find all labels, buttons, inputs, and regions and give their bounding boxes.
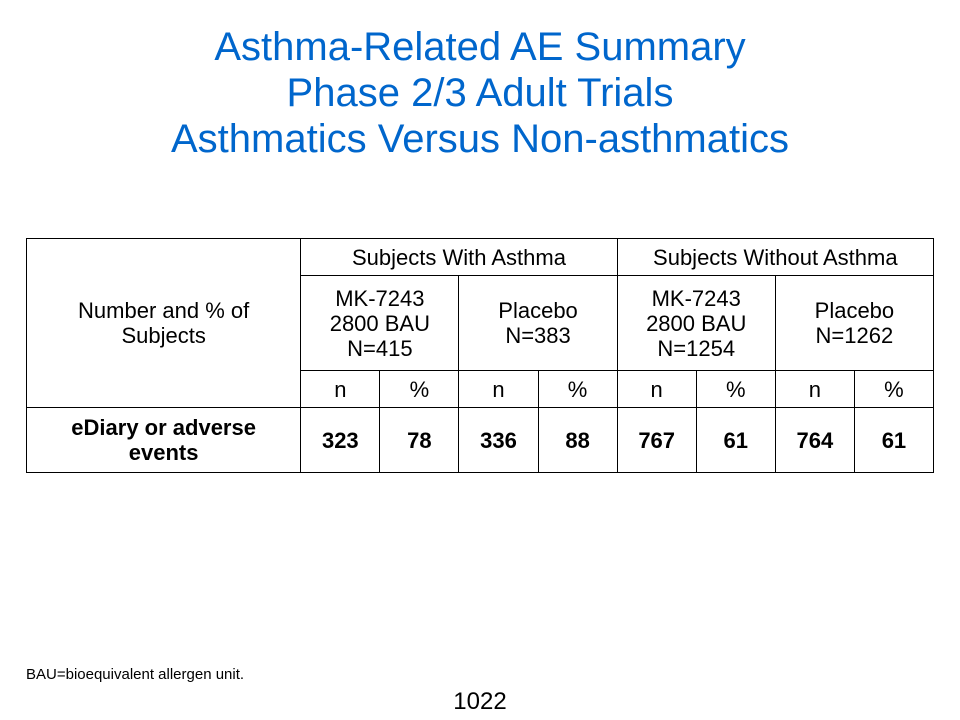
arm-line-2: N=383 [505,323,571,348]
data-cell: 323 [300,407,381,473]
subheader-cell: % [853,370,935,408]
arm-line-1: Placebo [814,298,895,323]
arm-line-1: Placebo [498,298,578,323]
data-cell: 78 [379,407,460,473]
row-label-line-2: events [128,440,199,465]
corner-header-cell: Number and % of Subjects [25,238,302,408]
data-cell: 767 [616,407,697,473]
title-line-2: Phase 2/3 Adult Trials [286,71,674,115]
arm-line-2: N=1262 [815,323,894,348]
data-cell: 61 [695,407,776,473]
slide-title: Asthma-Related AE Summary Phase 2/3 Adul… [0,24,960,162]
data-cell: 88 [537,407,618,473]
subheader-cell: % [379,370,460,408]
table-header-row-groups: Number and % of Subjects Subjects With A… [25,238,935,408]
corner-label-line-1: Number and % of [78,298,250,323]
arm-header-no-asthma-mk7243: MK-7243 2800 BAU N=1254 [616,275,776,371]
title-line-3: Asthmatics Versus Non-asthmatics [171,117,789,161]
row-label-cell: eDiary or adverse events [25,407,302,473]
row-label-line-1: eDiary or adverse [71,415,256,440]
data-cell: 764 [774,407,855,473]
arm-line-2: 2800 BAU [646,310,747,336]
subheader-cell: % [695,370,776,408]
group-header-without-asthma: Subjects Without Asthma [616,238,935,276]
subheader-cell: n [774,370,855,408]
group-header-with-asthma: Subjects With Asthma [300,238,618,276]
arm-line-3: N=1254 [657,335,736,361]
table-header-row-arms: MK-7243 2800 BAU N=415 Placebo N=383 MK-… [27,275,935,371]
data-cell: 61 [853,407,935,473]
subheader-cell: % [537,370,618,408]
subheader-cell: n [616,370,697,408]
data-cell: 336 [458,407,539,473]
footnote: BAU=bioequivalent allergen unit. [26,666,245,683]
subheader-cell: n [300,370,381,408]
corner-label-line-2: Subjects [121,323,206,348]
arm-line-1: MK-7243 [335,285,425,311]
arm-header-asthma-placebo: Placebo N=383 [458,275,618,371]
title-line-1: Asthma-Related AE Summary [214,25,746,69]
arm-header-no-asthma-placebo: Placebo N=1262 [774,275,935,371]
subheader-cell: n [458,370,539,408]
table-row: eDiary or adverse events 323 78 336 88 7… [25,407,935,473]
arm-header-asthma-mk7243: MK-7243 2800 BAU N=415 [300,275,460,371]
arm-line-2: 2800 BAU [329,310,430,336]
page-number: 1022 [453,688,507,715]
arm-line-3: N=415 [347,335,413,361]
ae-summary-table: Number and % of Subjects Subjects With A… [25,238,935,473]
arm-line-1: MK-7243 [651,285,741,311]
